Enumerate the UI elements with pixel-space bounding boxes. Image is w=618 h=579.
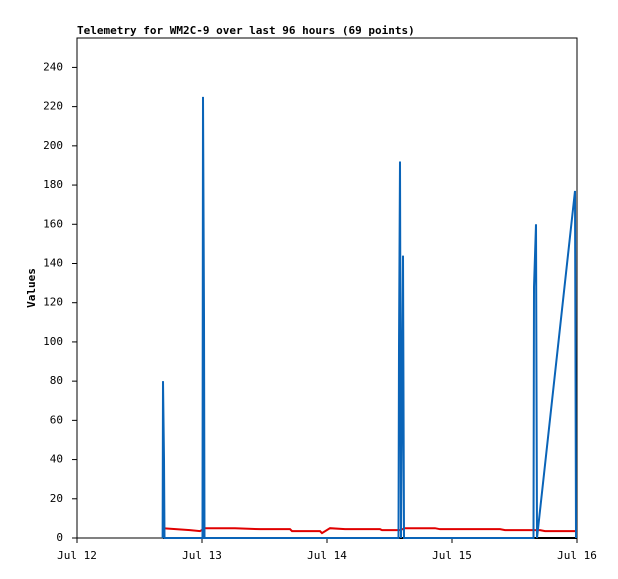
x-tick-label: Jul 14	[307, 549, 347, 562]
series-line	[162, 527, 577, 535]
y-tick-label: 180	[43, 178, 63, 191]
y-tick-label: 240	[43, 60, 63, 73]
y-tick-label: 60	[50, 413, 63, 426]
y-tick-label: 40	[50, 453, 63, 466]
y-tick-label: 220	[43, 100, 63, 113]
y-tick-label: 80	[50, 374, 63, 387]
y-tick-label: 120	[43, 296, 63, 309]
y-axis-label: Values	[25, 268, 38, 308]
series-line	[161, 96, 577, 539]
x-tick-label: Jul 16	[557, 549, 597, 562]
x-tick-label: Jul 13	[182, 549, 222, 562]
chart-title: Telemetry for WM2C-9 over last 96 hours …	[77, 24, 415, 37]
y-tick-label: 160	[43, 217, 63, 230]
y-tick-label: 140	[43, 256, 63, 269]
y-tick-label: 100	[43, 335, 63, 348]
y-tick-label: 20	[50, 492, 63, 505]
x-tick-label: Jul 12	[57, 549, 97, 562]
y-tick-label: 0	[56, 531, 63, 544]
x-tick-label: Jul 15	[432, 549, 472, 562]
y-tick-label: 200	[43, 139, 63, 152]
